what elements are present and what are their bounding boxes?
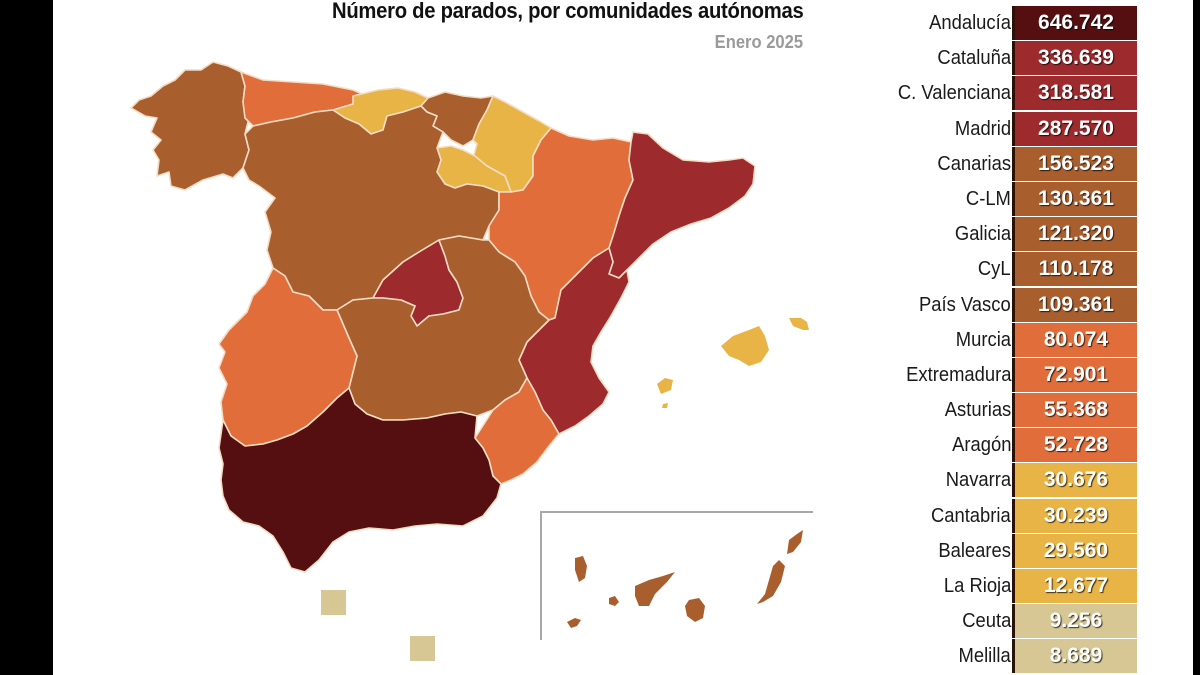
row-value: 55.368 [1012,393,1137,428]
row-label: Melilla [958,645,1011,668]
canarias-inset-frame [540,511,813,640]
region-baleares-ibiza[interactable] [657,378,673,394]
row-value: 30.239 [1012,498,1137,533]
row-value: 12.677 [1012,569,1137,603]
table-row: País Vasco 109.361 [853,287,1143,323]
row-value: 72.901 [1012,357,1137,392]
region-galicia[interactable] [130,61,250,191]
chart-subtitle: Enero 2025 [714,32,803,52]
region-baleares-mallorca[interactable] [721,326,769,366]
region-canarias-lanzarote[interactable] [787,530,803,554]
table-row: Andalucía 646.742 [853,6,1143,41]
row-value: 156.523 [1012,146,1137,181]
table-row: Cataluña 336.639 [853,41,1143,76]
ranking-table: Andalucía 646.742 Cataluña 336.639 C. Va… [853,6,1143,675]
row-value: 646.742 [1012,6,1137,40]
row-label: Andalucía [929,12,1011,34]
table-row: Murcia 80.074 [853,322,1143,358]
region-canarias-el-hierro[interactable] [567,618,581,628]
table-row: Galicia 121.320 [853,217,1143,252]
row-value: 287.570 [1012,111,1137,146]
row-label: Asturias [944,399,1011,422]
row-label: Canarias [937,152,1011,175]
row-label: Murcia [955,328,1011,351]
table-row: Navarra 30.676 [853,463,1143,498]
table-row: Madrid 287.570 [853,111,1143,147]
row-label: C-LM [966,187,1011,210]
row-value: 121.320 [1012,217,1137,252]
region-canarias-la-palma[interactable] [575,556,587,582]
region-melilla[interactable] [410,636,435,661]
table-row: Ceuta 9.256 [853,604,1143,639]
table-row: Asturias 55.368 [853,393,1143,428]
row-label: Navarra [945,469,1011,492]
table-row: Cantabria 30.239 [853,498,1143,534]
table-row: C-LM 130.361 [853,181,1143,217]
region-baleares-menorca[interactable] [789,318,809,330]
table-row: Aragón 52.728 [853,428,1143,463]
region-canarias-tenerife[interactable] [635,572,675,606]
row-value: 110.178 [1012,252,1137,287]
row-value: 52.728 [1012,428,1137,463]
row-label: Baleares [938,539,1011,562]
table-row: Baleares 29.560 [853,533,1143,569]
row-value: 29.560 [1012,533,1137,568]
row-value: 80.074 [1012,322,1137,357]
row-label: La Rioja [943,575,1011,597]
row-value: 130.361 [1012,181,1137,216]
row-label: Galicia [954,223,1011,246]
infographic-canvas: Número de parados, por comunidades autón… [53,0,1193,675]
chart-title: Número de parados, por comunidades autón… [331,0,804,23]
table-row: C. Valenciana 318.581 [853,76,1143,111]
row-label: C. Valenciana [897,82,1011,105]
row-value: 9.256 [1012,604,1137,639]
row-value: 30.676 [1012,463,1137,498]
row-label: Cantabria [931,504,1011,527]
spain-choropleth-map [53,0,833,675]
table-row: Canarias 156.523 [853,146,1143,182]
region-canarias-fuerteventura[interactable] [757,560,785,604]
row-label: Cataluña [937,47,1011,70]
row-value: 109.361 [1012,287,1137,322]
region-andalucia[interactable] [218,387,502,573]
table-row: Extremadura 72.901 [853,357,1143,393]
row-value: 336.639 [1012,41,1137,76]
region-canarias-la-gomera[interactable] [609,596,619,606]
table-row: La Rioja 12.677 [853,569,1143,604]
row-label: País Vasco [919,293,1011,316]
row-label: CyL [978,258,1011,281]
region-cataluna[interactable] [608,131,756,279]
row-label: Madrid [954,117,1011,140]
row-label: Aragón [951,434,1011,457]
row-value: 318.581 [1012,76,1137,111]
region-murcia[interactable] [474,377,560,485]
table-row: Melilla 8.689 [853,639,1143,674]
row-value: 8.689 [1012,639,1137,674]
region-baleares-formentera[interactable] [662,403,668,408]
row-label: Extremadura [905,363,1011,386]
row-label: Ceuta [961,610,1011,633]
region-canarias-gran-canaria[interactable] [685,598,705,622]
table-row: CyL 110.178 [853,252,1143,287]
region-ceuta[interactable] [321,590,346,615]
